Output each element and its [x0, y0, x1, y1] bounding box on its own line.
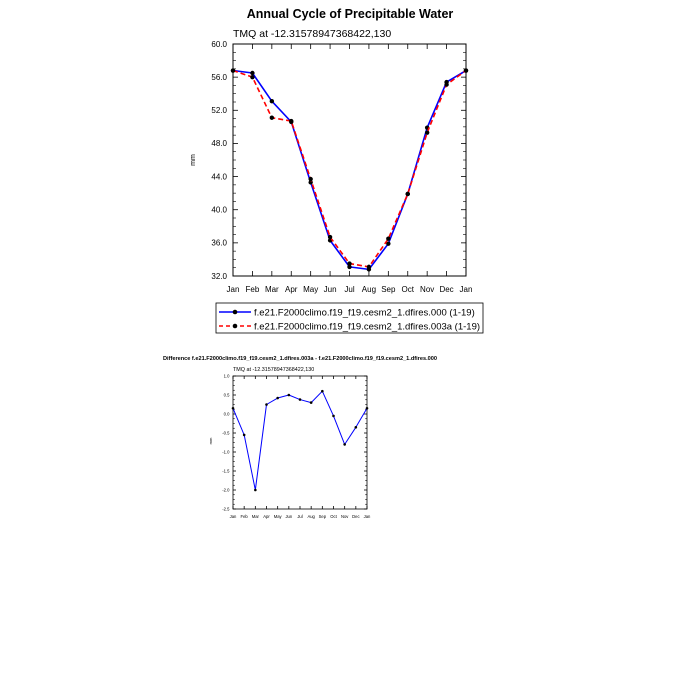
diff-chart-ylabel: mm [208, 437, 213, 444]
diff-xtick-label-5: Jun [285, 514, 292, 519]
main-xtick-label-4: May [303, 285, 318, 294]
diff-series-0-point-12 [365, 407, 369, 410]
diff-series-0-point-0 [231, 407, 235, 410]
main-xtick-label-2: Mar [265, 285, 279, 294]
main-xtick-label-9: Oct [402, 285, 415, 294]
diff-ytick-label-0: -2.5 [222, 506, 230, 511]
diff-xtick-label-0: Jan [230, 514, 237, 519]
diff-xtick-label-8: Sep [319, 514, 327, 519]
legend-box [215, 302, 484, 334]
main-y-axis: 32.0 36.0 40.0 44.0 48.0 52.0 56.0 60.0 [211, 40, 466, 281]
diff-x-axis: Jan Feb Mar Apr May Jun Jul Aug Sep Oct Nov Dec Jan [230, 376, 371, 519]
diff-ytick-label-7: 1.0 [224, 373, 230, 378]
main-series-1-point-1 [250, 74, 255, 80]
main-series-1-point-2 [269, 115, 275, 120]
main-xtick-label-3: Apr [285, 285, 298, 294]
main-chart-subtitle: TMQ at -12.31578947368422,130 [233, 28, 391, 40]
main-chart-title: Annual Cycle of Precipitable Water [247, 7, 454, 21]
main-chart: Annual Cycle of Precipitable Water TMQ a… [190, 7, 484, 334]
main-x-axis: Jan Feb Mar Apr May Jun Jul Aug Sep Oct Nov Dec Jan [227, 44, 473, 294]
diff-xtick-label-3: Apr [263, 514, 270, 519]
diff-ytick-label-4: -0.5 [222, 430, 230, 435]
legend-marker-series-1 [232, 323, 238, 329]
diff-series-group [231, 389, 369, 492]
legend-marker-series-0 [232, 309, 238, 315]
main-chart-ylabel: mm [190, 154, 197, 166]
diff-xtick-label-10: Nov [341, 514, 349, 519]
main-ytick-label-0: 32.0 [211, 272, 227, 281]
main-series-1-point-8 [386, 236, 391, 241]
main-legend: f.e21.F2000climo.f19_f19.cesm2_1.dfires.… [215, 302, 484, 334]
main-ytick-label-6: 56.0 [211, 73, 227, 82]
main-series-1-point-6 [347, 261, 352, 266]
diff-ytick-label-5: 0.0 [224, 411, 230, 416]
main-series-0-point-2 [269, 98, 275, 104]
main-xtick-label-11: Dec [439, 285, 453, 294]
main-series-1-point-11 [444, 82, 449, 87]
diff-series-0-point-10 [343, 443, 346, 446]
diff-xtick-label-6: Jul [297, 514, 302, 519]
diff-ytick-label-1: -2.0 [222, 487, 230, 492]
diff-chart-subtitle: TMQ at -12.31578947368422,130 [233, 367, 314, 373]
diff-xtick-label-1: Feb [241, 514, 249, 519]
diff-series-0-point-6 [298, 398, 302, 401]
main-series-1-point-9 [405, 191, 410, 197]
diff-series-0-point-7 [309, 401, 313, 404]
diff-ytick-label-3: -1.0 [222, 449, 230, 454]
main-series-1-point-4 [308, 176, 313, 182]
main-series-1-point-7 [366, 264, 372, 270]
diff-series-0-point-9 [332, 414, 335, 418]
main-xtick-label-5: Jun [324, 285, 337, 294]
main-series-1-point-0 [230, 68, 236, 73]
main-xtick-label-10: Nov [420, 285, 434, 294]
diff-ytick-label-6: 0.5 [224, 392, 230, 397]
diff-series-0-point-5 [287, 393, 291, 397]
diff-xtick-label-9: Oct [330, 514, 337, 519]
main-ytick-label-2: 40.0 [211, 206, 227, 215]
main-ytick-label-5: 52.0 [211, 106, 227, 115]
main-xtick-label-0: Jan [227, 285, 240, 294]
main-series-1-point-12 [463, 68, 469, 73]
main-ytick-label-4: 48.0 [211, 139, 227, 148]
main-ytick-label-1: 36.0 [211, 239, 227, 248]
diff-series-0-point-1 [242, 433, 246, 437]
main-series-1-point-10 [424, 130, 430, 135]
main-series-0-point-6 [347, 264, 352, 270]
main-series-1-point-3 [289, 118, 294, 124]
main-ytick-label-7: 60.0 [211, 40, 227, 49]
diff-xtick-label-12: Jan [364, 514, 371, 519]
main-xtick-label-1: Feb [246, 285, 260, 294]
diff-series-0-point-11 [354, 426, 358, 429]
main-series-group [230, 68, 469, 272]
main-series-0-point-1 [250, 70, 255, 76]
diff-series-0-point-2 [254, 488, 257, 492]
diff-xtick-label-2: Mar [252, 514, 260, 519]
diff-chart-title: Difference f.e21.F2000climo.f19_f19.cesm… [163, 356, 437, 362]
diff-xtick-label-11: Dec [352, 514, 359, 519]
main-series-1-point-5 [327, 234, 333, 240]
diff-xtick-label-4: May [274, 514, 283, 519]
legend-label-series-0: f.e21.F2000climo.f19_f19.cesm2_1.dfires.… [254, 308, 475, 319]
diff-series-0-point-4 [276, 396, 279, 400]
main-series-0-point-8 [386, 241, 391, 246]
main-xtick-label-7: Aug [362, 285, 376, 294]
main-xtick-label-6: Jul [344, 285, 354, 294]
diff-series-0-point-8 [321, 389, 324, 393]
main-ytick-label-3: 44.0 [211, 172, 227, 181]
legend-label-series-1: f.e21.F2000climo.f19_f19.cesm2_1.dfires.… [254, 322, 480, 333]
difference-chart: Difference f.e21.F2000climo.f19_f19.cesm… [163, 356, 437, 519]
diff-ytick-label-2: -1.5 [222, 468, 230, 473]
main-xtick-label-8: Sep [381, 285, 396, 294]
diff-series-0-point-3 [265, 403, 268, 406]
diff-xtick-label-7: Aug [307, 514, 315, 519]
main-xtick-label-12: Jan [460, 285, 473, 294]
